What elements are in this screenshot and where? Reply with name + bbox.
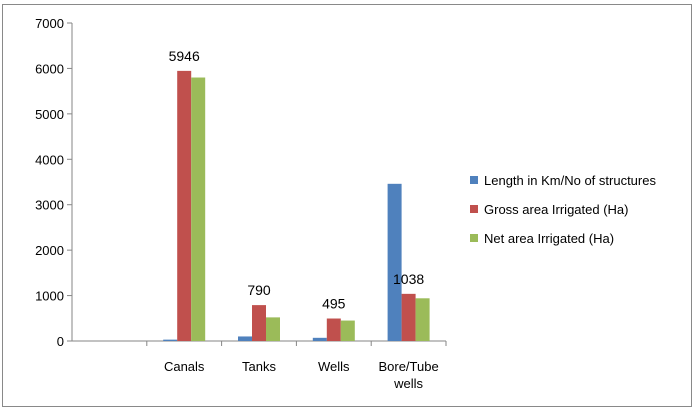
x-tick-label: Bore/Tube wells [378,359,438,391]
y-tick-label: 1000 [35,289,64,304]
bar-1-2 [163,339,178,341]
bar-3-5 [415,298,430,341]
legend: Length in Km/No of structures Gross area … [470,173,656,246]
data-label: 790 [247,282,271,298]
bar-3-4 [340,320,355,341]
legend-swatch-1 [470,176,478,184]
legend-label-2: Gross area Irrigated (Ha) [484,202,629,217]
legend-label-1: Length in Km/No of structures [484,173,656,188]
data-label: 5946 [169,48,200,64]
y-tick-label: 7000 [35,16,64,31]
axes-group: 0 1000 2000 3000 4000 5000 6000 7000 Canals Tanks… [35,16,447,391]
y-tick-label: 6000 [35,61,64,76]
y-tick-label: 4000 [35,152,64,167]
x-tick-label: Canals [164,359,205,374]
legend-swatch-3 [470,234,478,242]
bar-1-5 [387,183,402,341]
bar-3-2 [191,77,206,341]
bars-group [163,70,430,341]
bar-1-3 [238,336,252,341]
data-label: 1038 [393,271,424,287]
bar-2-5 [401,293,416,341]
x-tick-label: Wells [318,359,350,374]
legend-swatch-2 [470,205,478,213]
legend-label-3: Net area Irrigated (Ha) [484,231,614,246]
bar-3-3 [266,317,280,341]
data-label: 495 [322,296,346,312]
y-tick-label: 2000 [35,243,64,258]
bar-2-4 [326,318,341,341]
labels-group: 5946 790 495 1038 [169,48,425,312]
x-tick-label: Tanks [242,359,276,374]
bar-2-2 [177,70,192,341]
bar-2-3 [252,305,266,341]
y-tick-label: 5000 [35,107,64,122]
y-tick-label: 0 [57,334,64,349]
y-tick-label: 3000 [35,198,64,213]
bar-1-4 [312,337,327,341]
